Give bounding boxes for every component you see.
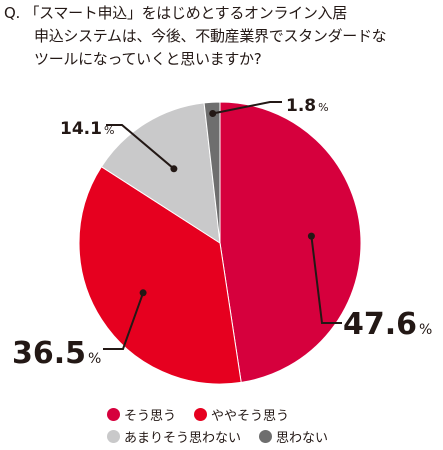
legend-label-1: ややそう思う — [211, 408, 290, 424]
legend-item-1: ややそう思う — [194, 405, 289, 424]
question-line-2: 申込システムは、今後、不動産業界でスタンダードな — [34, 27, 387, 45]
data-label-1: 36.5% — [12, 336, 101, 371]
legend-row-2: あまりそう思わない 思わない — [107, 425, 346, 447]
pie-slice-1 — [78, 166, 242, 385]
legend-row-1: そう思う ややそう思う — [107, 403, 346, 425]
leader-dot-0 — [307, 232, 315, 240]
legend-swatch-2 — [107, 429, 120, 443]
legend-item-3: 思わない — [259, 427, 328, 446]
leader-dot-3 — [209, 110, 217, 117]
legend-label-2: あまりそう思わない — [124, 430, 242, 446]
leader-line-1 — [103, 292, 145, 350]
leader-line-3 — [212, 101, 282, 115]
legend-swatch-0 — [107, 407, 120, 421]
legend-swatch-3 — [259, 429, 273, 443]
legend-label-0: そう思う — [124, 408, 177, 424]
leader-dot-2 — [170, 165, 178, 173]
data-label-0: 47.6% — [343, 307, 432, 342]
pie-slice-3 — [203, 101, 221, 244]
legend-item-2: あまりそう思わない — [107, 427, 241, 446]
legend-swatch-1 — [194, 407, 208, 421]
pie-slice-2 — [100, 102, 221, 244]
leader-dot-1 — [139, 289, 147, 297]
leader-line-0 — [310, 235, 342, 324]
data-label-2: 14.1% — [60, 119, 114, 139]
legend-item-0: そう思う — [107, 405, 176, 424]
question-line-3: ツールになっていくと思いますか? — [34, 50, 262, 68]
pie-slice-0 — [219, 101, 362, 383]
legend-label-3: 思わない — [276, 430, 329, 446]
question-line-1: Q. 「スマート申込」をはじめとするオンライン入居 — [4, 4, 347, 22]
question-text: Q. 「スマート申込」をはじめとするオンライン入居 申込システムは、今後、不動産… — [4, 2, 440, 71]
legend: そう思う ややそう思う あまりそう思わない 思わない — [107, 403, 346, 447]
leader-line-2 — [106, 124, 175, 170]
data-label-3: 1.8% — [286, 96, 329, 116]
